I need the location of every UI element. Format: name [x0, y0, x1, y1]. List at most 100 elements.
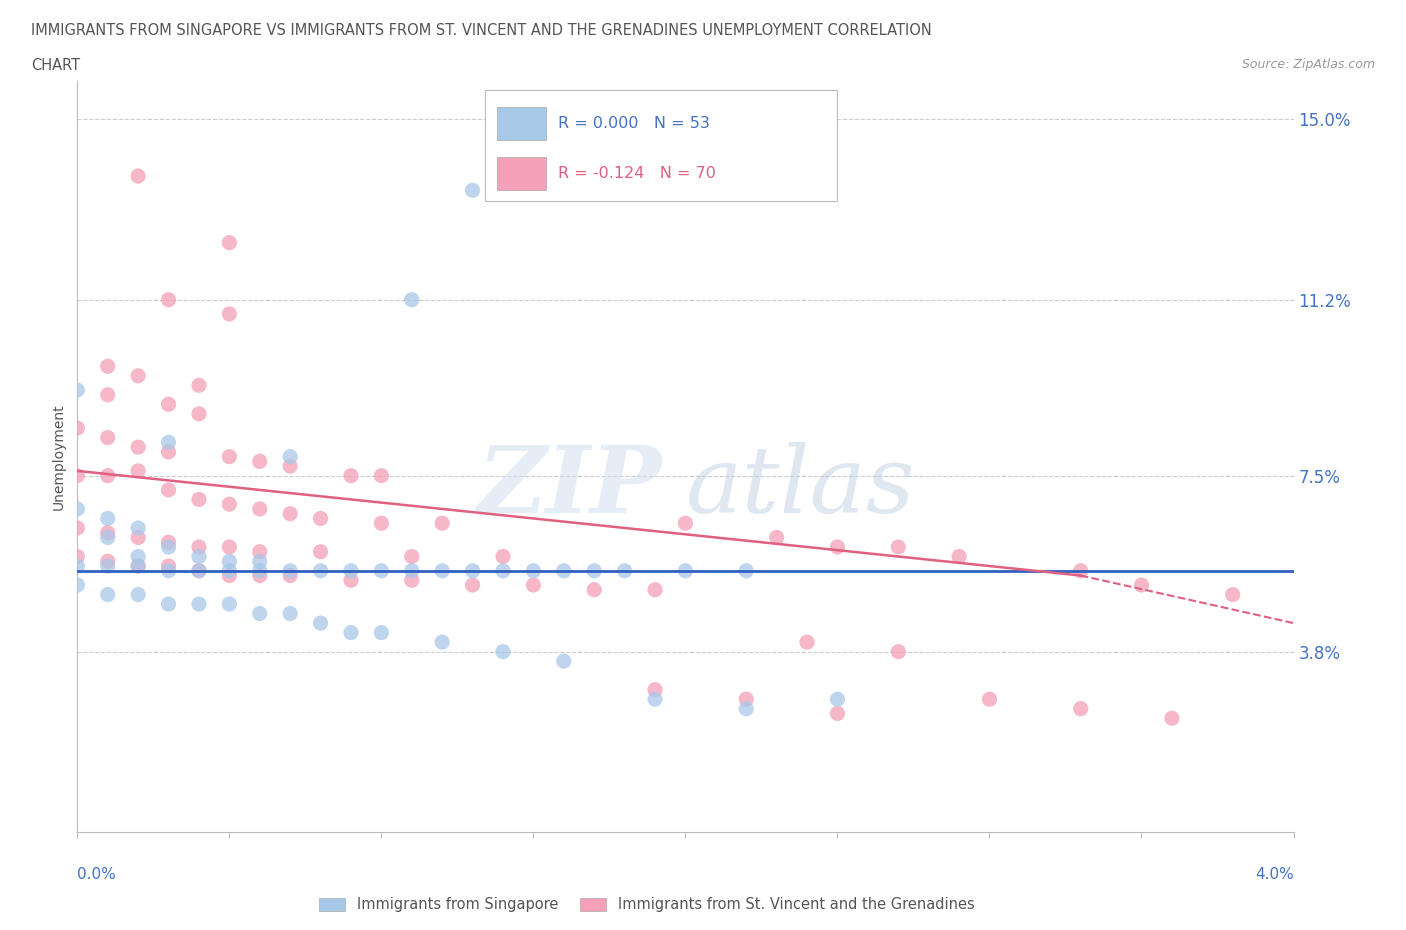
- Point: [370, 468, 392, 483]
- Point: [157, 445, 180, 459]
- Point: [188, 539, 211, 554]
- Point: [675, 516, 697, 531]
- Text: R = -0.124   N = 70: R = -0.124 N = 70: [558, 166, 716, 180]
- Point: [249, 568, 271, 583]
- Point: [188, 564, 211, 578]
- Point: [887, 644, 910, 659]
- Point: [157, 559, 180, 574]
- Point: [66, 382, 89, 397]
- Point: [735, 692, 758, 707]
- Point: [583, 564, 606, 578]
- Point: [522, 564, 544, 578]
- Point: [1161, 711, 1184, 725]
- Point: [127, 559, 149, 574]
- Point: [66, 501, 89, 516]
- Point: [340, 468, 363, 483]
- Point: [370, 564, 392, 578]
- Point: [188, 378, 211, 392]
- Point: [218, 564, 240, 578]
- Point: [583, 582, 606, 597]
- Point: [127, 521, 149, 536]
- Point: [97, 587, 120, 602]
- Point: [218, 554, 240, 569]
- Point: [644, 582, 666, 597]
- Point: [278, 449, 301, 464]
- Point: [735, 701, 758, 716]
- Point: [157, 535, 180, 550]
- Point: [644, 692, 666, 707]
- Point: [127, 168, 149, 183]
- Point: [97, 511, 120, 525]
- Point: [1130, 578, 1153, 592]
- Point: [157, 397, 180, 412]
- Point: [765, 530, 787, 545]
- Point: [157, 483, 180, 498]
- Point: [127, 440, 149, 455]
- Point: [401, 573, 423, 588]
- Point: [278, 564, 301, 578]
- Point: [432, 564, 454, 578]
- Point: [340, 564, 363, 578]
- Point: [1222, 587, 1244, 602]
- Text: ZIP: ZIP: [477, 442, 661, 532]
- Point: [827, 539, 849, 554]
- Point: [66, 521, 89, 536]
- Point: [401, 549, 423, 564]
- Bar: [496, 107, 546, 140]
- Point: [249, 501, 271, 516]
- Point: [218, 497, 240, 512]
- Point: [97, 359, 120, 374]
- Point: [492, 549, 515, 564]
- Point: [309, 544, 332, 559]
- Point: [553, 564, 575, 578]
- Point: [644, 683, 666, 698]
- Point: [522, 578, 544, 592]
- Point: [188, 597, 211, 612]
- Point: [66, 468, 89, 483]
- Point: [127, 559, 149, 574]
- Point: [278, 568, 301, 583]
- Point: [1070, 701, 1092, 716]
- Point: [249, 564, 271, 578]
- Point: [948, 549, 970, 564]
- Point: [188, 549, 211, 564]
- Point: [127, 530, 149, 545]
- Point: [97, 468, 120, 483]
- Point: [249, 544, 271, 559]
- Text: atlas: atlas: [686, 442, 915, 532]
- Point: [97, 431, 120, 445]
- Point: [157, 292, 180, 307]
- Point: [249, 454, 271, 469]
- Point: [218, 597, 240, 612]
- Point: [249, 606, 271, 621]
- Point: [735, 564, 758, 578]
- Point: [127, 368, 149, 383]
- Point: [127, 463, 149, 478]
- Text: IMMIGRANTS FROM SINGAPORE VS IMMIGRANTS FROM ST. VINCENT AND THE GRENADINES UNEM: IMMIGRANTS FROM SINGAPORE VS IMMIGRANTS …: [31, 23, 932, 38]
- Point: [553, 654, 575, 669]
- Point: [97, 388, 120, 403]
- Text: 0.0%: 0.0%: [77, 867, 117, 882]
- Point: [309, 511, 332, 525]
- Point: [340, 573, 363, 588]
- Point: [97, 554, 120, 569]
- Point: [340, 625, 363, 640]
- Point: [97, 525, 120, 540]
- Point: [218, 307, 240, 322]
- Point: [97, 559, 120, 574]
- Point: [157, 564, 180, 578]
- Point: [796, 634, 818, 649]
- FancyBboxPatch shape: [485, 90, 838, 201]
- Point: [492, 644, 515, 659]
- Point: [401, 292, 423, 307]
- Point: [887, 539, 910, 554]
- Point: [675, 564, 697, 578]
- Point: [97, 530, 120, 545]
- Point: [432, 634, 454, 649]
- Point: [66, 549, 89, 564]
- Y-axis label: Unemployment: Unemployment: [52, 404, 66, 510]
- Point: [461, 183, 484, 198]
- Point: [309, 616, 332, 631]
- Text: CHART: CHART: [31, 58, 80, 73]
- Point: [278, 606, 301, 621]
